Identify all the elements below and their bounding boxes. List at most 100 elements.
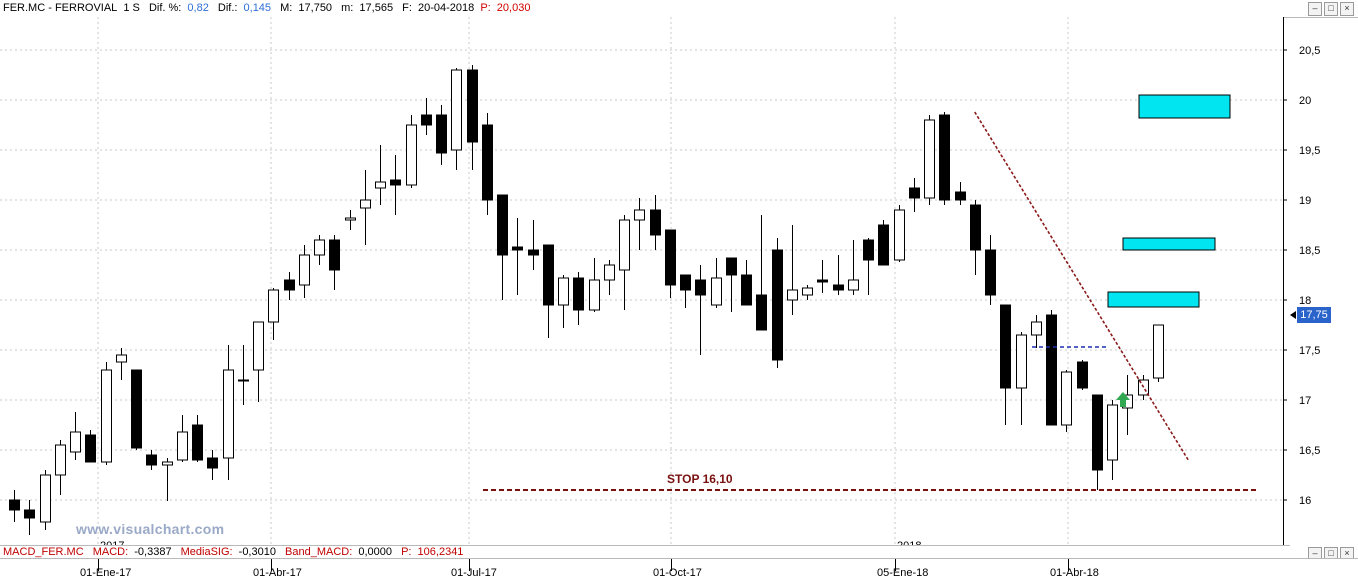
date-label: F: [402,2,412,14]
candle-down [1000,304,1011,389]
dif-pct-value: 0,82 [187,2,209,14]
x-tick-label: 01-Oct-17 [653,567,702,579]
candle-up [40,474,51,523]
candle-up [848,279,859,291]
macd-value: -0,3387 [134,546,172,558]
candle-down [284,279,295,291]
candle-down [421,114,432,126]
candle-down [482,124,493,201]
candle-down [985,249,996,296]
price-pointer-icon [1290,311,1296,319]
candle-down [24,509,35,519]
candle-down [909,187,920,199]
watermark: www.visualchart.com [76,521,225,537]
x-tick-label: 01-Jul-17 [451,567,497,579]
candle-up [1153,324,1164,379]
candle-up [924,119,935,199]
y-tick-label: 19 [1299,195,1311,207]
band-label: Band_MACD: [285,546,353,558]
x-tick-mark [1068,559,1069,571]
x-axis: 01-Ene-17 01-Abr-17 01-Jul-17 01-Oct-17 05-E… [0,558,1358,581]
candle-up [345,217,356,221]
candle-up [634,209,645,221]
close-icon[interactable]: × [1340,2,1354,16]
dif-value: 0,145 [243,2,272,14]
candle-down [817,279,828,283]
maximize-icon[interactable]: □ [1324,547,1338,561]
candle-up [360,199,371,209]
window-controls: – □ × [1308,2,1354,16]
candle-up [268,289,279,323]
y-tick-label: 17 [1299,395,1311,407]
p-label: P: [401,546,412,558]
candle-up [253,321,264,371]
target-zone [1107,291,1200,308]
candle-up [787,289,798,301]
sig-value: -0,3010 [238,546,276,558]
x-tick-label: 01-Ene-17 [80,567,132,579]
candle-down [146,454,157,466]
candle-down [756,294,767,331]
candle-down [939,114,950,201]
candle-up [1107,404,1118,461]
y-tick-label: 20,5 [1299,45,1320,57]
candle-down [741,274,752,306]
candle-up [1138,379,1149,396]
symbol-title: FER.MC - FERROVIAL [3,2,118,14]
candle-up [1031,321,1042,336]
candle-down [695,279,706,296]
y-tick-label: 18,5 [1299,245,1320,257]
candle-up [711,277,722,306]
x-tick-mark [895,559,896,571]
candle-down [543,244,554,306]
candle-up [406,124,417,186]
candle-down [680,274,691,291]
candle-down [528,249,539,256]
x-tick-label: 05-Ene-18 [877,567,929,579]
candle-up [223,369,234,459]
candle-up [299,254,310,286]
candle-up [802,287,813,296]
candle-down [650,209,661,236]
candle-down [863,239,874,261]
band-value: 0,0000 [358,546,393,558]
candle-down [207,457,218,469]
timeframe: 1 S [123,2,140,14]
sig-label: MediaSIG: [180,546,233,558]
last-price-tag: 17,75 [1297,307,1331,323]
macd-label: MACD: [92,546,129,558]
candle-up [1061,371,1072,426]
candle-up [558,277,569,306]
indicator-bar: MACD_FER.MC MACD: -0,3387 MediaSIG: -0,3… [0,545,1290,558]
trendline [974,111,1189,461]
minimize-icon[interactable]: – [1308,2,1322,16]
x-tick-label: 01-Abr-18 [1050,567,1099,579]
min-label: m: [341,2,354,14]
candle-down [9,499,20,511]
x-tick-mark [469,559,470,571]
candle-up [55,444,66,476]
candle-down [192,424,203,461]
price-chart[interactable]: 20,5 20 19,5 19 18,5 18 17,5 17 16,5 16 STOP 16,10… [0,17,1358,545]
candle-down [512,246,523,251]
candle-down [1092,394,1103,471]
target-zone [1138,94,1231,119]
candle-down [497,194,508,256]
candle-up [1016,334,1027,389]
target-zone [1122,237,1216,251]
y-tick-label: 16 [1299,495,1311,507]
price-value: 20,030 [496,2,531,14]
candle-down [131,369,142,449]
y-tick-label: 19,5 [1299,145,1320,157]
y-tick-label: 18 [1299,295,1311,307]
candle-down [329,239,340,271]
candle-down [833,284,844,291]
candle-down [85,434,96,463]
chart-header: FER.MC - FERROVIAL 1 S Dif. %: 0,82 Dif.… [0,0,1358,18]
candle-down [1077,361,1088,389]
y-tick-label: 20 [1299,95,1311,107]
y-tick-label: 17,5 [1299,345,1320,357]
max-value: 17,750 [298,2,333,14]
year-label-2018: 2018 [897,540,921,545]
maximize-icon[interactable]: □ [1324,2,1338,16]
